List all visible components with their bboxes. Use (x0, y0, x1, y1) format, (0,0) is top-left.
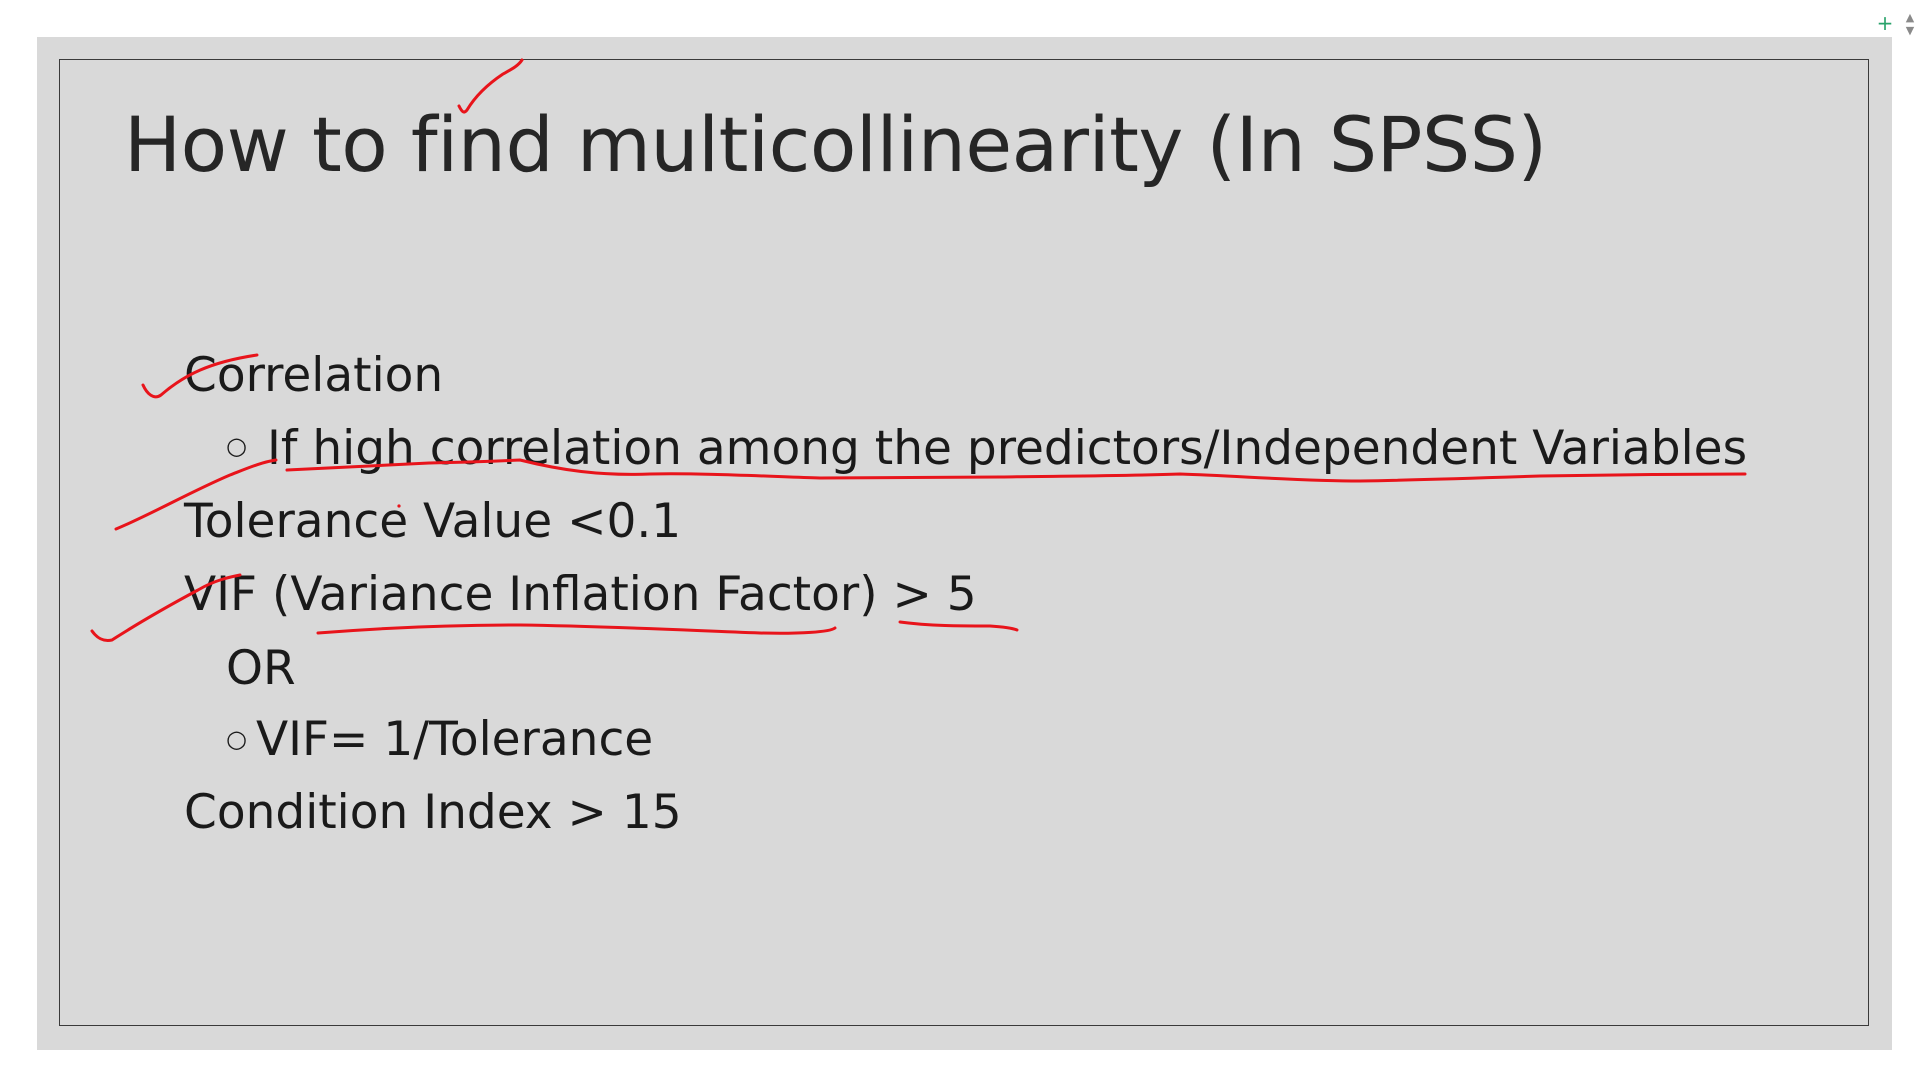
plus-icon[interactable]: + (1876, 11, 1894, 35)
scroll-down-icon[interactable]: ▼ (1905, 24, 1915, 37)
sub-bullet-high-correlation: If high correlation among the predictors… (267, 421, 1748, 476)
sub-bullet-marker: ○ (226, 725, 247, 753)
slide (59, 59, 1869, 1026)
bullet-tolerance: Tolerance Value <0.1 (184, 494, 682, 549)
sub-bullet-vif-formula: VIF= 1/Tolerance (256, 712, 654, 767)
slide-title: How to find multicollinearity (In SPSS) (124, 100, 1547, 189)
bullet-vif: VIF (Variance Inflation Factor) > 5 (184, 567, 977, 622)
text-or: OR (226, 641, 296, 696)
bullet-condition-index: Condition Index > 15 (184, 785, 682, 840)
scroll-up-icon[interactable]: ▲ (1905, 11, 1915, 24)
bullet-correlation: Correlation (184, 348, 444, 403)
sub-bullet-marker: ○ (226, 432, 247, 460)
